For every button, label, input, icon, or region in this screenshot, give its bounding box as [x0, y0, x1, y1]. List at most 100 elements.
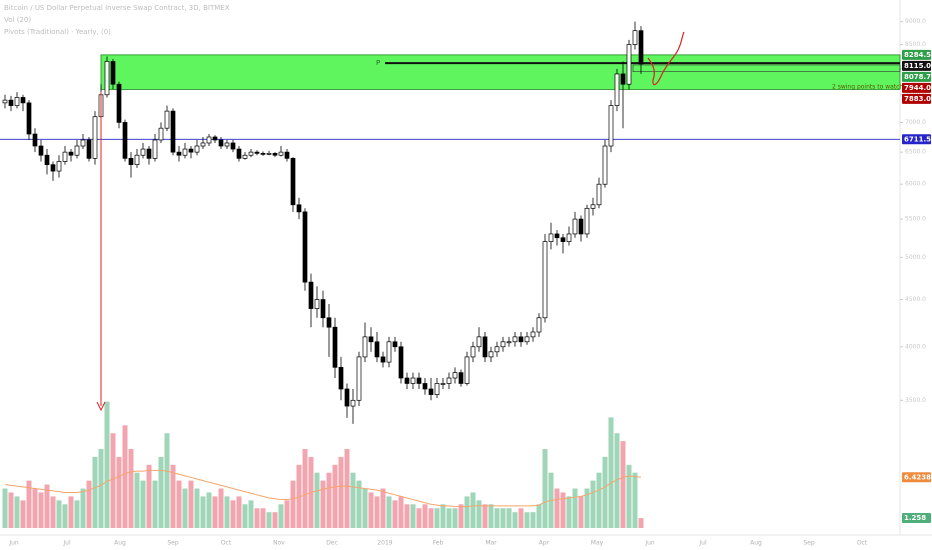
candle-body	[194, 145, 200, 153]
volume-bar	[560, 492, 566, 528]
y-tick-label: 9000.0	[905, 18, 926, 25]
x-tick-label: Apr	[539, 540, 550, 547]
candle-body	[626, 44, 632, 85]
candle-body	[188, 148, 194, 153]
price-tag-label: 6711.5	[904, 135, 931, 143]
volume-bar	[500, 508, 506, 528]
x-tick-label: Aug	[750, 540, 762, 547]
candle-body	[176, 151, 182, 156]
volume-bar	[386, 496, 392, 528]
supply-zone	[100, 54, 901, 90]
x-tick-label: Jun	[644, 540, 655, 547]
x-tick-label: Sep	[803, 540, 815, 547]
price-tag-label: 7944.0	[904, 84, 931, 92]
volume-bar	[596, 472, 602, 528]
volume-bar	[218, 488, 224, 528]
candle-body	[458, 372, 464, 384]
candle-body	[128, 157, 134, 166]
candle-body	[542, 241, 548, 319]
volume-bar	[344, 449, 350, 528]
candle-body	[134, 154, 140, 166]
candle-body	[584, 207, 590, 235]
volume-bar	[332, 464, 338, 528]
volume-bar	[350, 472, 356, 528]
x-tick-label: Dec	[326, 540, 338, 547]
candle-body	[506, 341, 512, 344]
volume-bar	[212, 496, 218, 528]
pivot-title: Pivots (Traditional) · Yearly, (0)	[4, 28, 111, 36]
volume-bar	[422, 504, 428, 528]
candle-body	[596, 183, 602, 206]
candle-body	[248, 151, 254, 156]
price-tag-label: 8284.5	[904, 51, 931, 59]
volume-bar	[74, 500, 80, 528]
candle-body	[446, 377, 452, 384]
candle-body	[50, 164, 56, 172]
candle-body	[332, 326, 338, 368]
candle-body	[74, 145, 80, 156]
x-tick-label: Feb	[433, 540, 444, 547]
y-tick-label: 4500.0	[905, 296, 926, 303]
x-tick-label: 2019	[377, 540, 392, 547]
volume-bar	[104, 401, 110, 528]
volume-bar	[602, 456, 608, 528]
candle-body	[434, 383, 440, 395]
volume-bar	[536, 504, 542, 528]
volume-bar	[116, 456, 122, 528]
volume-bar	[20, 500, 26, 528]
volume-bar	[194, 488, 200, 528]
candle-body	[122, 122, 128, 159]
candle-body	[608, 105, 614, 147]
x-tick-label: Oct	[857, 540, 868, 547]
candle-body	[578, 218, 584, 235]
candle-body	[590, 204, 596, 209]
volume-bar	[134, 472, 140, 528]
volume-bar	[290, 480, 296, 528]
candle-body	[380, 356, 386, 363]
volume-bar	[236, 496, 242, 528]
volume-bar	[158, 456, 164, 528]
volume-bar	[356, 480, 362, 528]
volume-bar	[338, 456, 344, 528]
drawn-path	[647, 31, 685, 86]
arrow-head	[96, 401, 106, 412]
x-tick-label: Mar	[485, 540, 497, 547]
volume-bar	[392, 500, 398, 528]
candle-body	[476, 336, 482, 348]
volume-bar	[416, 508, 422, 528]
candle-body	[536, 317, 542, 333]
price-tag	[902, 82, 931, 93]
volume-bar	[506, 508, 512, 528]
candle-body	[140, 148, 146, 156]
candle-body	[164, 110, 170, 129]
volume-bar	[272, 512, 278, 528]
volume-bar	[80, 488, 86, 528]
candle-body	[272, 153, 278, 156]
volume-bar	[362, 488, 368, 528]
price-tag-label: 7883.0	[904, 95, 931, 103]
y-tick-label: 4000.0	[905, 343, 926, 350]
volume-bar	[566, 496, 572, 528]
price-tag	[902, 49, 931, 60]
volume-bar	[200, 496, 206, 528]
candle-body	[14, 97, 20, 106]
volume-bar	[314, 472, 320, 528]
volume-bar	[260, 508, 266, 528]
candle-body	[56, 161, 62, 172]
x-tick-label: Oct	[221, 540, 232, 547]
candle-body	[512, 336, 518, 343]
price-tag-label: 8115.0	[904, 62, 931, 70]
volume-bar	[446, 508, 452, 528]
candle-body	[464, 356, 470, 384]
candle-body	[470, 346, 476, 358]
x-tick-label: Jun	[8, 540, 19, 547]
y-tick-label: 5000.0	[905, 254, 926, 261]
volume-bar	[512, 512, 518, 528]
volume-bar	[452, 508, 458, 528]
volume-bar	[224, 496, 230, 528]
candle-body	[548, 233, 554, 242]
pivot-label: P	[376, 59, 380, 67]
volume-bar	[620, 441, 626, 528]
